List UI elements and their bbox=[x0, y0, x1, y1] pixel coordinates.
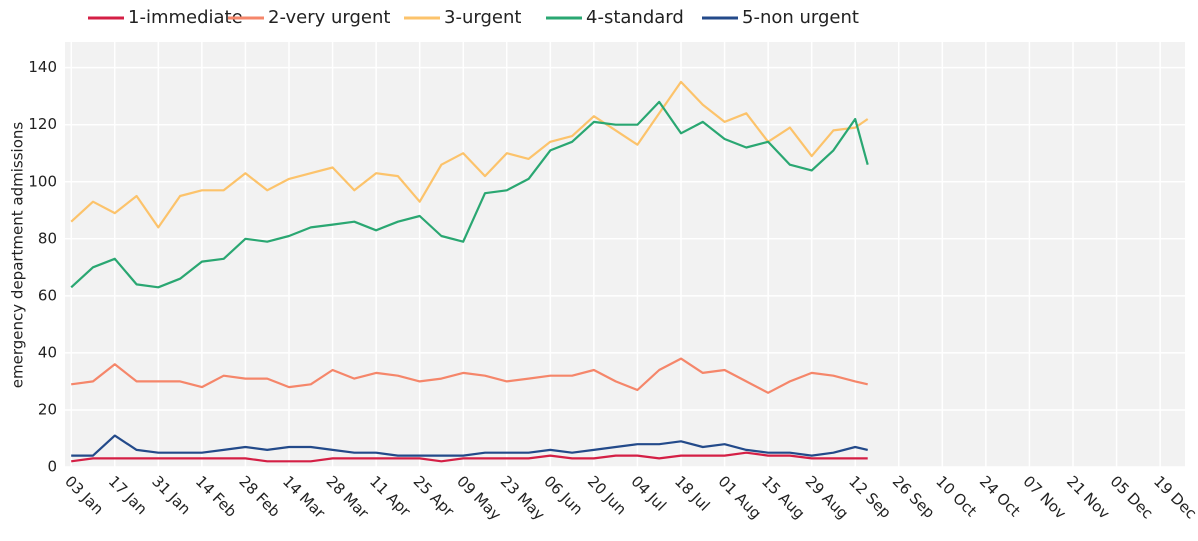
x-tick-label: 31 Jan bbox=[148, 472, 194, 518]
y-tick-label: 100 bbox=[28, 172, 57, 190]
series-line bbox=[70, 100, 869, 289]
series-line bbox=[71, 357, 868, 394]
x-tick-label: 28 Mar bbox=[323, 472, 373, 522]
x-tick-label: 21 Nov bbox=[1063, 472, 1113, 522]
x-tick-label: 09 May bbox=[453, 472, 505, 524]
series-line bbox=[71, 451, 868, 463]
legend-label: 4-standard bbox=[586, 7, 684, 28]
legend-label: 2-very urgent bbox=[268, 7, 390, 28]
x-tick-label: 03 Jan bbox=[61, 472, 107, 518]
y-tick-label: 0 bbox=[47, 458, 57, 476]
x-tick-label: 10 Oct bbox=[932, 472, 980, 520]
x-tick-label: 01 Aug bbox=[715, 472, 765, 522]
x-tick-label: 18 Jul bbox=[671, 472, 713, 514]
x-tick-label: 26 Sep bbox=[889, 472, 939, 522]
y-axis-title: emergency department admissions bbox=[9, 122, 27, 389]
y-tick-label: 120 bbox=[28, 115, 57, 133]
x-tick-label: 15 Aug bbox=[758, 472, 808, 522]
legend-label: 5-non urgent bbox=[742, 7, 859, 28]
x-tick-label: 04 Jul bbox=[627, 472, 669, 514]
y-tick-label: 140 bbox=[28, 58, 57, 76]
y-tick-label: 80 bbox=[38, 229, 57, 247]
x-tick-label: 14 Mar bbox=[279, 472, 329, 522]
x-tick-label: 05 Dec bbox=[1107, 472, 1157, 522]
x-tick-label: 19 Dec bbox=[1150, 472, 1198, 522]
series-line bbox=[71, 434, 868, 457]
x-tick-label: 25 Apr bbox=[410, 472, 459, 521]
legend-label: 3-urgent bbox=[444, 7, 521, 28]
y-tick-label: 20 bbox=[38, 400, 57, 418]
x-tick-label: 29 Aug bbox=[802, 472, 852, 522]
x-tick-label: 11 Apr bbox=[366, 472, 415, 521]
y-tick-label: 60 bbox=[38, 286, 57, 304]
x-tick-label: 14 Feb bbox=[192, 472, 240, 520]
x-tick-label: 20 Jun bbox=[584, 472, 630, 518]
series-line bbox=[70, 80, 869, 229]
x-tick-label: 24 Oct bbox=[976, 472, 1024, 520]
x-tick-label: 17 Jan bbox=[105, 472, 151, 518]
x-tick-label: 23 May bbox=[497, 472, 549, 524]
plot-background bbox=[65, 42, 1185, 467]
x-tick-label: 28 Feb bbox=[235, 472, 283, 520]
x-tick-label: 12 Sep bbox=[845, 472, 895, 522]
y-tick-label: 40 bbox=[38, 343, 57, 361]
x-tick-label: 07 Nov bbox=[1019, 472, 1069, 522]
legend-label: 1-immediate bbox=[128, 7, 243, 28]
